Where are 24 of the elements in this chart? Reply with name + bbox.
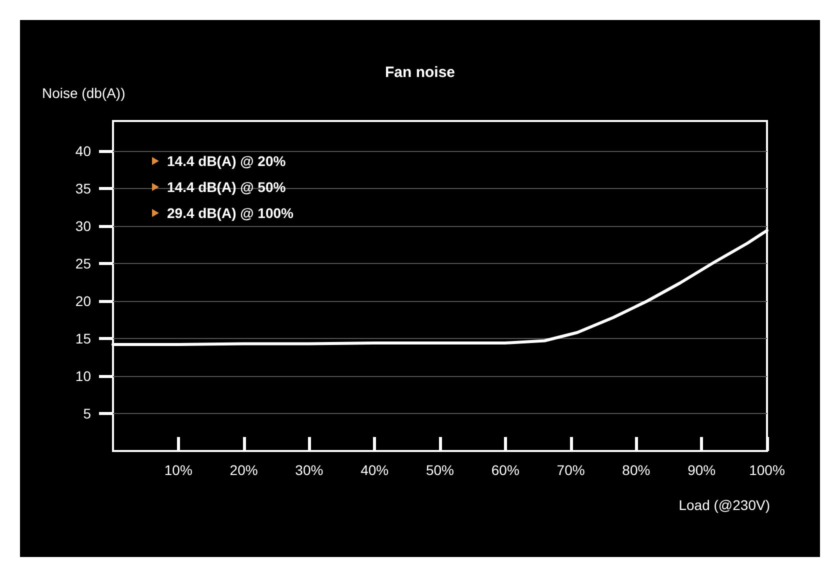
x-tick-label: 80% — [622, 462, 650, 478]
y-tick-label: 35 — [75, 180, 92, 196]
y-axis-title: Noise (db(A)) — [42, 85, 126, 101]
x-tick-label: 40% — [360, 462, 389, 478]
x-tick-label: 30% — [295, 462, 324, 478]
y-tick-label: 10 — [75, 368, 92, 384]
y-tick-label: 40 — [75, 143, 92, 159]
y-tick-label: 25 — [75, 256, 92, 272]
x-tick-label: 20% — [230, 462, 258, 478]
y-tick-label: 30 — [75, 218, 92, 234]
chart-title: Fan noise — [384, 64, 456, 81]
x-tick-label: 10% — [164, 462, 192, 478]
y-tick-label: 20 — [75, 293, 92, 309]
x-tick-label: 50% — [426, 462, 454, 478]
annotation: 14.4 dB(A) @ 20% — [167, 153, 286, 169]
x-axis-title: Load (@230V) — [678, 497, 770, 513]
x-tick-label: 100% — [749, 462, 785, 478]
x-tick-label: 60% — [491, 462, 520, 478]
y-tick-label: 15 — [75, 330, 92, 346]
y-tick-label: 5 — [83, 406, 92, 422]
x-tick-label: 70% — [556, 462, 585, 478]
annotation: 29.4 dB(A) @ 100% — [167, 205, 294, 221]
x-tick-label: 90% — [688, 462, 716, 478]
annotation: 14.4 dB(A) @ 50% — [167, 179, 286, 195]
